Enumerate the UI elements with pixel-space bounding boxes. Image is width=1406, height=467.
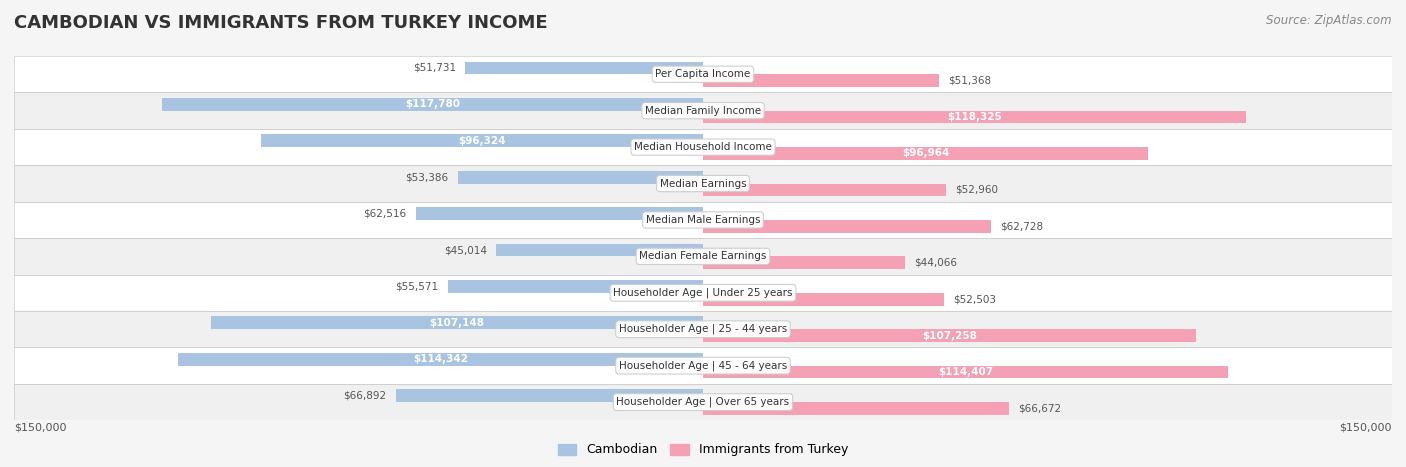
Bar bbox=[703, 329, 1195, 342]
Bar bbox=[14, 129, 1392, 165]
Text: Per Capita Income: Per Capita Income bbox=[655, 69, 751, 79]
Bar bbox=[703, 366, 1229, 378]
Text: $66,892: $66,892 bbox=[343, 391, 387, 401]
Text: $51,731: $51,731 bbox=[413, 63, 456, 73]
Bar bbox=[465, 62, 703, 74]
Text: $107,148: $107,148 bbox=[429, 318, 485, 328]
Bar bbox=[14, 275, 1392, 311]
Text: $44,066: $44,066 bbox=[914, 258, 957, 268]
Bar bbox=[177, 353, 703, 366]
Text: Median Male Earnings: Median Male Earnings bbox=[645, 215, 761, 225]
Text: $55,571: $55,571 bbox=[395, 282, 439, 291]
Text: $114,342: $114,342 bbox=[413, 354, 468, 364]
Text: Householder Age | 45 - 64 years: Householder Age | 45 - 64 years bbox=[619, 361, 787, 371]
Text: $53,386: $53,386 bbox=[405, 172, 449, 182]
Bar bbox=[416, 207, 703, 220]
Bar bbox=[14, 347, 1392, 384]
Bar bbox=[14, 238, 1392, 275]
Bar bbox=[703, 402, 1010, 415]
Text: $117,780: $117,780 bbox=[405, 99, 460, 109]
Text: $114,407: $114,407 bbox=[938, 367, 993, 377]
Bar bbox=[162, 98, 703, 111]
Text: $96,324: $96,324 bbox=[458, 136, 506, 146]
Text: $62,516: $62,516 bbox=[364, 209, 406, 219]
Bar bbox=[260, 134, 703, 147]
Text: $66,672: $66,672 bbox=[1018, 403, 1062, 413]
Text: Householder Age | 25 - 44 years: Householder Age | 25 - 44 years bbox=[619, 324, 787, 334]
Bar bbox=[211, 317, 703, 329]
Text: Median Female Earnings: Median Female Earnings bbox=[640, 251, 766, 262]
Bar bbox=[703, 256, 905, 269]
Text: Median Household Income: Median Household Income bbox=[634, 142, 772, 152]
Bar bbox=[703, 74, 939, 87]
Bar bbox=[14, 384, 1392, 420]
Bar bbox=[496, 244, 703, 256]
Text: $107,258: $107,258 bbox=[922, 331, 977, 340]
Bar bbox=[703, 184, 946, 196]
Text: Median Earnings: Median Earnings bbox=[659, 178, 747, 189]
Legend: Cambodian, Immigrants from Turkey: Cambodian, Immigrants from Turkey bbox=[553, 439, 853, 461]
Bar bbox=[14, 92, 1392, 129]
Bar bbox=[703, 111, 1247, 123]
Text: $150,000: $150,000 bbox=[14, 422, 66, 432]
Bar bbox=[703, 220, 991, 233]
Text: Householder Age | Under 25 years: Householder Age | Under 25 years bbox=[613, 288, 793, 298]
Bar bbox=[14, 202, 1392, 238]
Text: $62,728: $62,728 bbox=[1000, 221, 1043, 231]
Text: Source: ZipAtlas.com: Source: ZipAtlas.com bbox=[1267, 14, 1392, 27]
Bar bbox=[14, 56, 1392, 92]
Text: CAMBODIAN VS IMMIGRANTS FROM TURKEY INCOME: CAMBODIAN VS IMMIGRANTS FROM TURKEY INCO… bbox=[14, 14, 548, 32]
Text: $150,000: $150,000 bbox=[1340, 422, 1392, 432]
Text: $51,368: $51,368 bbox=[948, 76, 991, 85]
Text: Householder Age | Over 65 years: Householder Age | Over 65 years bbox=[616, 397, 790, 407]
Text: Median Family Income: Median Family Income bbox=[645, 106, 761, 116]
Bar bbox=[395, 389, 703, 402]
Text: $118,325: $118,325 bbox=[948, 112, 1002, 122]
Bar bbox=[703, 293, 945, 305]
Bar bbox=[447, 280, 703, 293]
Text: $45,014: $45,014 bbox=[444, 245, 486, 255]
Bar bbox=[458, 171, 703, 184]
Text: $52,503: $52,503 bbox=[953, 294, 997, 304]
Text: $96,964: $96,964 bbox=[903, 149, 949, 158]
Bar bbox=[703, 147, 1149, 160]
Bar bbox=[14, 311, 1392, 347]
Text: $52,960: $52,960 bbox=[956, 185, 998, 195]
Bar bbox=[14, 165, 1392, 202]
